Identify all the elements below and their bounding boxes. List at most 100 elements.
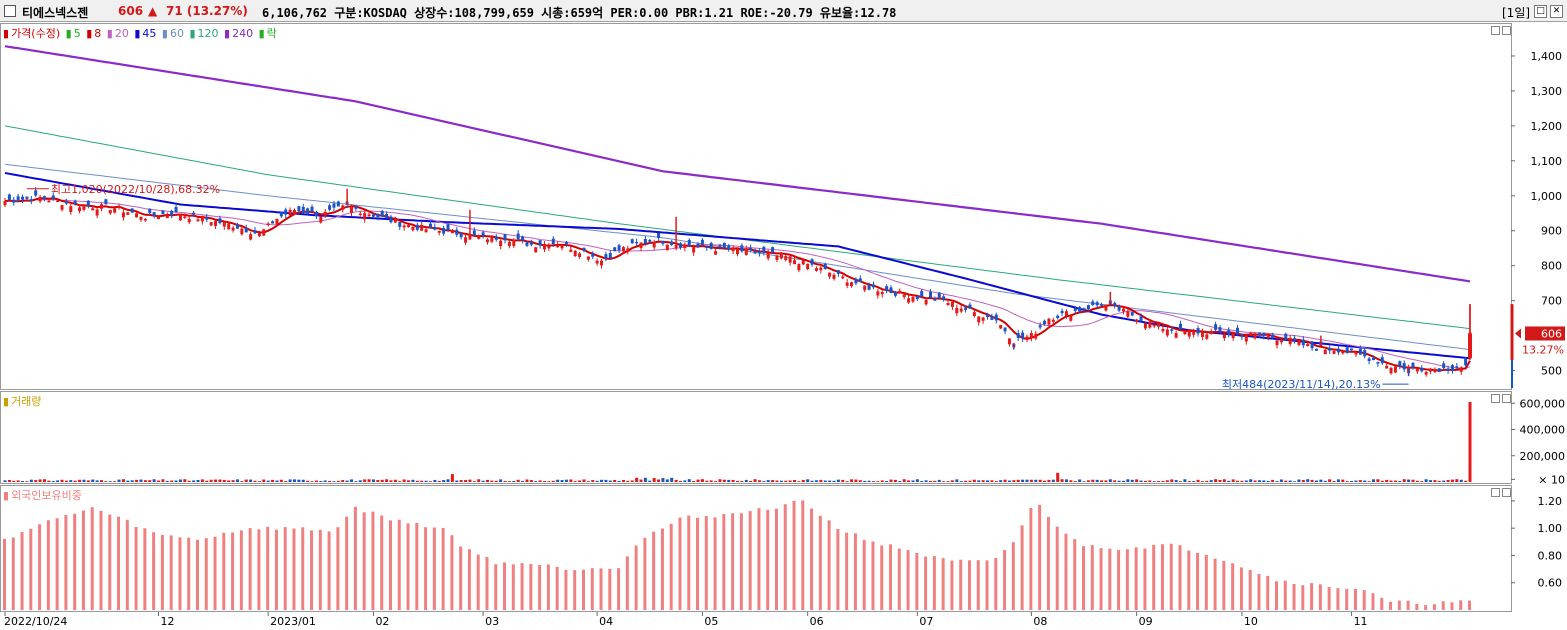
foreign-bar bbox=[1064, 533, 1068, 610]
volume-bar bbox=[1130, 479, 1134, 482]
volume-bar bbox=[757, 480, 761, 482]
volume-bar bbox=[736, 480, 739, 482]
volume-bar bbox=[1367, 481, 1371, 482]
volume-pane-min-button[interactable] bbox=[1491, 394, 1500, 403]
foreign-bar bbox=[581, 569, 585, 610]
volume-pane-close-button[interactable] bbox=[1502, 394, 1511, 403]
foreign-bar bbox=[134, 527, 138, 610]
foreign-bar bbox=[160, 534, 164, 610]
volume-bar bbox=[288, 479, 292, 482]
candle-body bbox=[858, 278, 862, 282]
volume-bar bbox=[727, 479, 731, 482]
candle-body bbox=[1323, 349, 1327, 355]
foreign-bar bbox=[450, 535, 454, 610]
foreign-bar bbox=[485, 557, 489, 610]
candle-body bbox=[1450, 365, 1454, 371]
volume-bar bbox=[814, 480, 818, 482]
candle-body bbox=[928, 291, 932, 298]
restore-button[interactable]: □ bbox=[1534, 5, 1547, 18]
candle-body bbox=[428, 223, 432, 228]
candle-body bbox=[328, 205, 332, 210]
foreign-bar bbox=[231, 532, 235, 610]
candle-body bbox=[244, 228, 248, 233]
price-axis: 1,400 1,300 1,200 1,100 1,000 900 800 700 500 bbox=[1511, 50, 1562, 378]
volume-bar bbox=[323, 480, 327, 482]
candle-body bbox=[468, 234, 472, 240]
candle-body bbox=[696, 243, 700, 247]
price-pane-min-button[interactable] bbox=[1491, 26, 1500, 35]
candle-body bbox=[437, 230, 441, 233]
volume-bar bbox=[1455, 479, 1459, 482]
foreign-bar bbox=[880, 545, 884, 610]
legend-marker-price: ▮ bbox=[3, 27, 10, 40]
price-pane-close-button[interactable] bbox=[1502, 26, 1511, 35]
volume-bar bbox=[139, 479, 143, 482]
candle-body bbox=[178, 215, 182, 221]
candle-body bbox=[643, 238, 647, 244]
candle-body bbox=[999, 325, 1003, 329]
volume-bar bbox=[428, 481, 432, 482]
foreign-bar bbox=[274, 529, 278, 610]
select-checkbox[interactable] bbox=[4, 5, 16, 17]
volume-bar bbox=[468, 479, 472, 482]
candle-body bbox=[784, 256, 788, 261]
volume-bar bbox=[108, 481, 112, 482]
candle-body bbox=[1464, 358, 1468, 366]
volume-bar bbox=[363, 479, 367, 482]
candle-body bbox=[393, 219, 397, 223]
foreign-pane-close-button[interactable] bbox=[1502, 488, 1511, 497]
date-tick-label: 09 bbox=[1139, 615, 1153, 628]
date-tick-label: 11 bbox=[1354, 615, 1368, 628]
volume-bar bbox=[700, 479, 704, 482]
volume-bar bbox=[275, 480, 279, 482]
candle-body bbox=[104, 199, 108, 205]
foreign-bar bbox=[757, 508, 761, 610]
foreign-bar bbox=[722, 513, 726, 610]
candle-body bbox=[1336, 348, 1340, 353]
candle-body bbox=[1393, 366, 1397, 373]
foreign-bar bbox=[503, 562, 507, 610]
candle-body bbox=[863, 285, 867, 291]
candle-body bbox=[600, 260, 604, 266]
stock-name: 티에스넥스젠 bbox=[22, 6, 89, 20]
volume-bar bbox=[1126, 479, 1130, 482]
volume-bar bbox=[135, 479, 139, 482]
foreign-pane-min-button[interactable] bbox=[1491, 488, 1500, 497]
volume-bar bbox=[1433, 480, 1437, 482]
candle-body bbox=[810, 259, 814, 265]
volume-bar bbox=[1275, 481, 1279, 482]
close-button[interactable]: ✕ bbox=[1550, 5, 1563, 18]
volume-bar bbox=[271, 479, 275, 482]
foreign-bar bbox=[1415, 603, 1419, 610]
foreign-tick-label: 0.80 bbox=[1538, 549, 1563, 562]
volume-bar bbox=[485, 479, 489, 482]
volume-bar bbox=[779, 480, 783, 482]
candle-body bbox=[170, 210, 174, 216]
candle-body bbox=[1372, 357, 1376, 361]
foreign-bar bbox=[318, 529, 322, 610]
foreign-bar bbox=[1038, 504, 1042, 610]
candle-body bbox=[981, 317, 985, 321]
volume-bar bbox=[1073, 481, 1077, 482]
candle-body bbox=[231, 227, 235, 231]
candle-body bbox=[1376, 362, 1380, 364]
volume-bar bbox=[714, 481, 718, 482]
period-selector[interactable]: [1일] bbox=[1502, 6, 1531, 20]
foreign-bar bbox=[1301, 585, 1305, 610]
pane-frames bbox=[0, 23, 1512, 612]
foreign-bar bbox=[1169, 543, 1173, 610]
foreign-bar bbox=[64, 515, 68, 610]
candle-body bbox=[977, 316, 981, 323]
candle-body bbox=[161, 210, 165, 215]
foreign-tick-label: 0.60 bbox=[1538, 577, 1563, 590]
volume-bar bbox=[648, 480, 652, 482]
volume-bar bbox=[1398, 481, 1402, 482]
foreign-bar bbox=[555, 566, 559, 610]
volume-bar bbox=[692, 480, 696, 482]
foreign-bar bbox=[818, 515, 822, 610]
ma-45-line bbox=[4, 172, 1471, 360]
volume-bar bbox=[214, 479, 218, 482]
date-tick-label: 03 bbox=[485, 615, 499, 628]
candle-body bbox=[214, 220, 218, 226]
volume-tick-label: 600,000 bbox=[1520, 397, 1566, 410]
